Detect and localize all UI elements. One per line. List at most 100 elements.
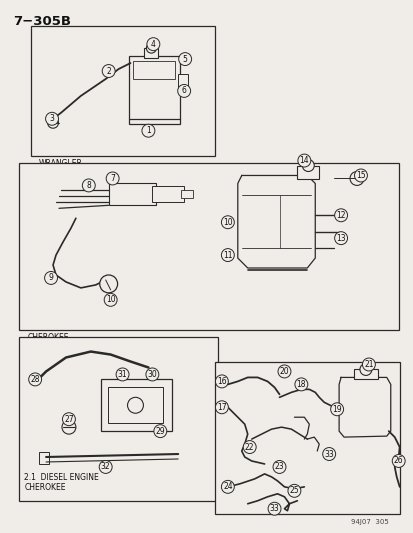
Bar [31,26,214,156]
Text: 12: 12 [335,211,345,220]
Circle shape [178,53,191,66]
Circle shape [100,275,117,293]
Text: 5: 5 [182,54,187,63]
Circle shape [104,293,117,306]
Text: 2: 2 [106,67,111,76]
Circle shape [45,271,57,285]
Circle shape [359,364,371,375]
Bar [214,361,399,514]
Text: 1: 1 [146,126,150,135]
Bar [178,74,188,88]
Text: 23: 23 [274,463,284,472]
Circle shape [278,365,290,378]
Circle shape [47,117,58,128]
Text: 24: 24 [223,482,232,491]
Circle shape [215,401,228,414]
Circle shape [301,159,313,172]
Circle shape [287,484,300,497]
Bar [19,337,217,501]
Circle shape [145,368,159,381]
Text: 21: 21 [363,360,373,369]
Circle shape [322,448,335,461]
Circle shape [273,461,285,473]
Circle shape [330,403,343,416]
Text: 9: 9 [48,273,53,282]
Polygon shape [237,175,315,268]
Text: 16: 16 [216,377,226,386]
Circle shape [82,179,95,192]
Circle shape [349,172,363,185]
Text: WRANGLER: WRANGLER [39,158,83,167]
Circle shape [391,455,404,467]
Bar [19,163,398,330]
Circle shape [147,38,159,51]
Bar [152,187,184,203]
Bar [107,387,163,423]
Circle shape [45,112,58,125]
Text: 8: 8 [86,181,91,190]
Text: 94J07  305: 94J07 305 [350,519,388,524]
Text: CHEROKEE: CHEROKEE [27,333,69,342]
Circle shape [297,154,310,167]
Bar [133,61,175,79]
Bar [144,48,158,58]
Bar [39,452,49,464]
Circle shape [334,209,347,222]
Bar [108,183,156,205]
Circle shape [354,169,366,182]
Text: 32: 32 [101,463,110,472]
Text: 20: 20 [279,367,289,376]
Text: 17: 17 [216,403,226,412]
Circle shape [294,378,307,391]
Circle shape [28,373,42,386]
Text: 11: 11 [223,251,232,260]
Text: 4: 4 [151,39,155,49]
Circle shape [177,84,190,98]
Circle shape [154,425,166,438]
Circle shape [243,441,256,454]
Polygon shape [338,377,390,437]
Text: 6: 6 [181,86,186,95]
Text: 18: 18 [296,380,305,389]
Text: 33: 33 [269,504,279,513]
Circle shape [268,502,280,515]
Text: 10: 10 [106,295,115,304]
Bar [181,190,192,198]
Bar [353,369,377,379]
Circle shape [62,413,75,426]
Text: 2.1  DIESEL ENGINE
CHEROKEE: 2.1 DIESEL ENGINE CHEROKEE [24,473,99,492]
Text: 10: 10 [223,218,232,227]
Circle shape [116,368,129,381]
Text: 28: 28 [30,375,40,384]
Text: 29: 29 [155,426,165,435]
Circle shape [99,461,112,473]
Bar [100,379,172,431]
Circle shape [146,43,156,53]
Text: 7: 7 [110,174,115,183]
Text: 26: 26 [393,456,403,465]
Circle shape [62,420,76,434]
Text: 19: 19 [332,405,341,414]
Circle shape [106,172,119,185]
Circle shape [361,358,375,371]
Text: 25: 25 [289,486,299,495]
Text: 15: 15 [355,171,365,180]
Text: 33: 33 [323,449,333,458]
Circle shape [334,232,347,245]
Circle shape [221,216,234,229]
Bar [297,166,318,180]
Text: 7−305B: 7−305B [13,15,71,28]
Circle shape [221,248,234,262]
Circle shape [215,375,228,388]
Text: 13: 13 [335,233,345,243]
Bar [128,56,180,124]
Circle shape [127,397,143,413]
Text: 22: 22 [244,442,254,451]
Circle shape [142,124,154,137]
Circle shape [102,64,115,77]
Text: 27: 27 [64,415,74,424]
Circle shape [221,480,234,494]
Text: 31: 31 [117,370,127,379]
Text: 30: 30 [147,370,157,379]
Text: 3: 3 [50,114,55,123]
